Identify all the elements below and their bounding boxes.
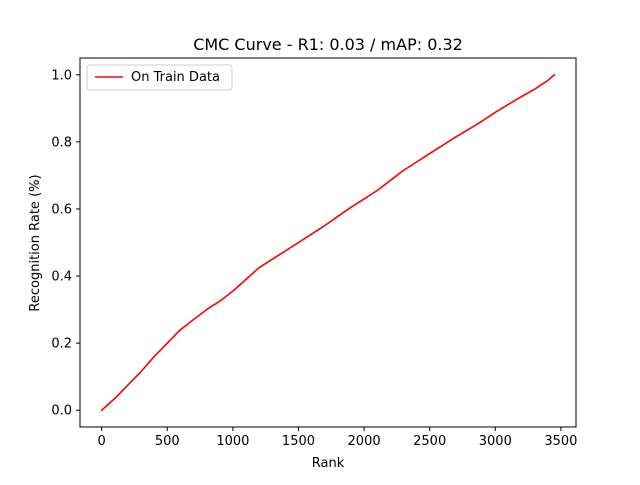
y-tick-label: 0.6 bbox=[51, 202, 72, 217]
legend-box bbox=[86, 64, 233, 91]
y-tick-label: 0.0 bbox=[51, 404, 72, 419]
chart-title: CMC Curve - R1: 0.03 / mAP: 0.32 bbox=[193, 35, 463, 54]
y-axis-label: Recognition Rate (%) bbox=[28, 174, 43, 311]
axes-frame bbox=[79, 57, 577, 428]
x-tick-label: 3000 bbox=[479, 434, 512, 449]
y-tick-label: 0.8 bbox=[51, 135, 72, 150]
plot-area: 0 500 1000 1500 2000 2500 3000 3500 0.00.20.40.… bbox=[51, 57, 577, 449]
y-axis-ticks: 0.0 0.2 0.4 0.6 0.8 1.0 bbox=[51, 68, 80, 419]
legend: On Train Data bbox=[86, 64, 233, 91]
y-tick-label: 0.4 bbox=[51, 270, 72, 285]
legend-label-on-train-data: On Train Data bbox=[131, 70, 220, 85]
x-tick-label: 2500 bbox=[413, 434, 446, 449]
y-tick-label: 0.2 bbox=[51, 337, 72, 352]
x-tick-label: 0 bbox=[98, 434, 106, 449]
x-axis-label: Rank bbox=[312, 456, 345, 471]
x-tick-label: 1000 bbox=[216, 434, 249, 449]
x-tick-label: 500 bbox=[155, 434, 180, 449]
x-tick-label: 2000 bbox=[348, 434, 381, 449]
x-tick-label: 3500 bbox=[544, 434, 577, 449]
y-tick-label: 1.0 bbox=[51, 68, 72, 83]
x-tick-label: 1500 bbox=[282, 434, 315, 449]
x-axis-ticks: 0 500 1000 1500 2000 2500 3000 3500 bbox=[98, 427, 577, 449]
series-layer bbox=[100, 73, 556, 412]
series-line-on-train-data bbox=[100, 73, 556, 412]
